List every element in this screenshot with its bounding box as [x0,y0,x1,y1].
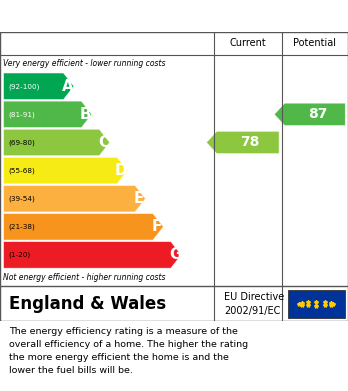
Polygon shape [3,157,128,184]
Text: (81-91): (81-91) [8,111,35,118]
Polygon shape [3,242,181,268]
Text: Current: Current [230,38,266,48]
Text: 87: 87 [308,108,327,121]
Text: (39-54): (39-54) [8,196,35,202]
Text: E: E [134,191,144,206]
Polygon shape [206,131,279,154]
Text: A: A [62,79,73,94]
Text: (55-68): (55-68) [8,167,35,174]
Text: Very energy efficient - lower running costs: Very energy efficient - lower running co… [3,59,166,68]
Polygon shape [3,73,74,100]
Text: (1-20): (1-20) [8,252,30,258]
Text: (92-100): (92-100) [8,83,39,90]
Text: (21-38): (21-38) [8,224,35,230]
Bar [288,290,345,318]
Polygon shape [3,185,145,212]
Text: 78: 78 [240,135,259,149]
Text: D: D [115,163,128,178]
Text: G: G [169,248,181,262]
Polygon shape [3,101,92,127]
Polygon shape [274,103,345,126]
Text: (69-80): (69-80) [8,139,35,146]
Text: Potential: Potential [293,38,337,48]
Text: F: F [152,219,162,234]
Polygon shape [3,213,164,240]
Text: EU Directive
2002/91/EC: EU Directive 2002/91/EC [224,292,285,316]
Text: Energy Efficiency Rating: Energy Efficiency Rating [60,7,288,25]
Text: C: C [98,135,109,150]
Text: Not energy efficient - higher running costs: Not energy efficient - higher running co… [3,273,166,282]
Text: England & Wales: England & Wales [9,295,166,313]
Text: The energy efficiency rating is a measure of the
overall efficiency of a home. T: The energy efficiency rating is a measur… [9,327,248,375]
Polygon shape [3,129,110,156]
Text: B: B [80,107,92,122]
